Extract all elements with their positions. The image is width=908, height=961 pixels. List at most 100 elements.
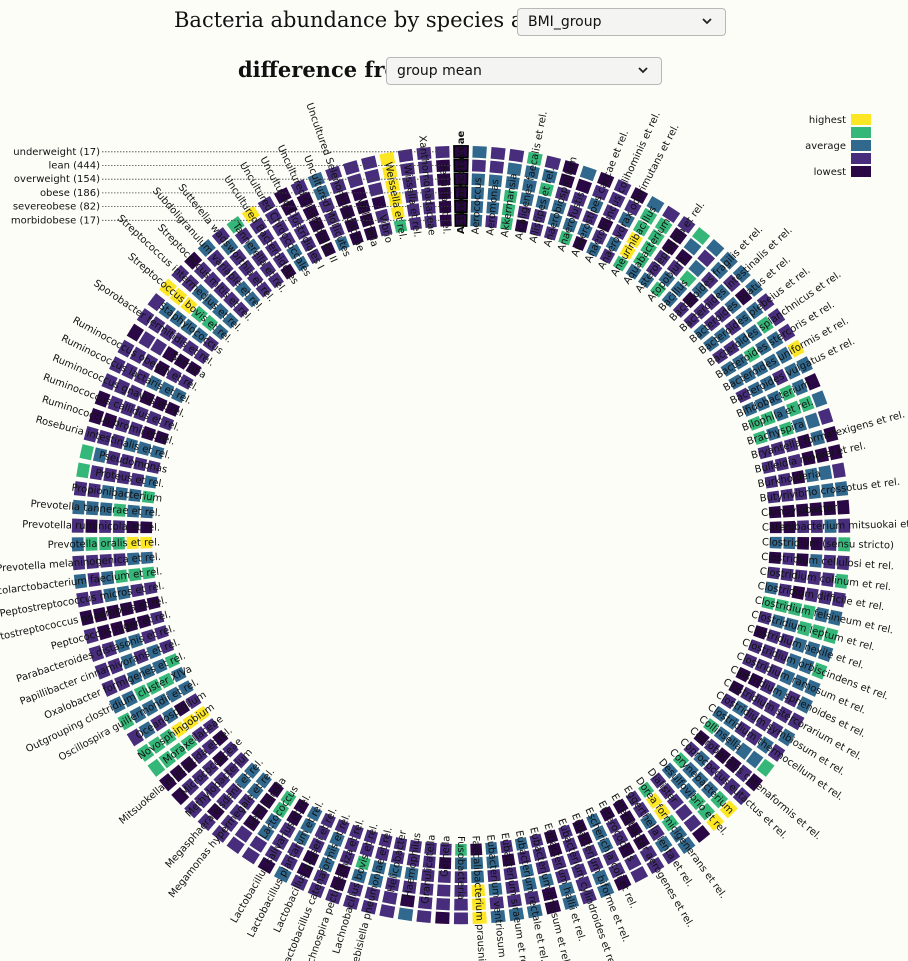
heatmap-cell[interactable]	[96, 429, 112, 446]
heatmap-cell[interactable]	[743, 345, 760, 363]
heatmap-cell[interactable]	[779, 384, 796, 402]
heatmap-cell[interactable]	[577, 223, 593, 239]
heatmap-cell[interactable]	[314, 229, 331, 245]
heatmap-cell[interactable]	[141, 699, 159, 717]
heatmap-cell[interactable]	[693, 302, 710, 320]
heatmap-cell[interactable]	[323, 844, 340, 860]
heatmap-cell[interactable]	[244, 762, 261, 779]
heatmap-cell[interactable]	[361, 155, 378, 171]
heatmap-cell[interactable]	[180, 318, 198, 336]
heatmap-cell[interactable]	[472, 145, 487, 159]
heatmap-cell[interactable]	[786, 653, 802, 670]
heatmap-cell[interactable]	[517, 205, 532, 220]
heatmap-cell[interactable]	[455, 843, 467, 856]
heatmap-cell[interactable]	[834, 481, 849, 497]
heatmap-cell[interactable]	[259, 792, 277, 810]
heatmap-cell[interactable]	[89, 589, 104, 605]
heatmap-cell[interactable]	[424, 841, 437, 855]
heatmap-cell[interactable]	[417, 896, 433, 910]
heatmap-cell[interactable]	[778, 728, 796, 747]
heatmap-cell[interactable]	[470, 214, 483, 227]
heatmap-cell[interactable]	[517, 850, 532, 865]
heatmap-cell[interactable]	[571, 191, 588, 207]
heatmap-cell[interactable]	[286, 810, 303, 827]
heatmap-cell[interactable]	[212, 750, 229, 768]
heatmap-cell[interactable]	[763, 699, 781, 717]
heatmap-cell[interactable]	[184, 800, 203, 819]
heatmap-cell[interactable]	[647, 824, 665, 842]
heatmap-cell[interactable]	[293, 223, 311, 241]
heatmap-cell[interactable]	[87, 482, 101, 498]
heatmap-cell[interactable]	[349, 824, 364, 840]
heatmap-cell[interactable]	[794, 569, 808, 584]
heatmap-cell[interactable]	[470, 856, 484, 870]
heatmap-cell[interactable]	[646, 195, 665, 214]
heatmap-cell[interactable]	[706, 812, 725, 831]
heatmap-cell[interactable]	[522, 877, 537, 892]
heatmap-cell[interactable]	[307, 881, 326, 899]
heatmap-cell[interactable]	[153, 360, 171, 377]
heatmap-cell[interactable]	[543, 829, 559, 844]
heatmap-cell[interactable]	[454, 213, 468, 227]
heatmap-cell[interactable]	[586, 241, 602, 258]
heatmap-cell[interactable]	[724, 734, 742, 752]
heatmap-cell[interactable]	[158, 381, 175, 398]
heatmap-cell[interactable]	[747, 672, 764, 689]
heatmap-cell[interactable]	[94, 390, 111, 408]
heatmap-cell[interactable]	[79, 444, 94, 461]
heatmap-cell[interactable]	[191, 327, 209, 344]
heatmap-cell[interactable]	[541, 886, 558, 902]
heatmap-cell[interactable]	[501, 853, 516, 867]
heatmap-cell[interactable]	[710, 261, 729, 280]
heatmap-cell[interactable]	[597, 216, 614, 233]
heatmap-cell[interactable]	[700, 781, 719, 799]
heatmap-cell[interactable]	[334, 863, 351, 879]
heatmap-cell[interactable]	[128, 633, 144, 649]
heatmap-cell[interactable]	[768, 551, 782, 565]
heatmap-cell[interactable]	[562, 160, 580, 176]
heatmap-cell[interactable]	[797, 537, 810, 550]
heatmap-cell[interactable]	[271, 833, 290, 851]
heatmap-cell[interactable]	[693, 323, 710, 341]
heatmap-cell[interactable]	[216, 792, 234, 811]
heatmap-cell[interactable]	[112, 537, 125, 550]
heatmap-cell[interactable]	[596, 881, 615, 899]
heatmap-cell[interactable]	[234, 280, 252, 298]
heatmap-cell[interactable]	[257, 195, 276, 214]
heatmap-cell[interactable]	[487, 187, 501, 201]
heatmap-cell[interactable]	[754, 658, 770, 675]
group-select[interactable]: BMI_group	[517, 8, 726, 36]
heatmap-cell[interactable]	[679, 782, 697, 800]
heatmap-cell[interactable]	[150, 338, 168, 356]
heatmap-cell[interactable]	[824, 519, 837, 533]
heatmap-cell[interactable]	[490, 910, 506, 924]
heatmap-cell[interactable]	[485, 215, 498, 229]
heatmap-cell[interactable]	[103, 467, 118, 483]
heatmap-cell[interactable]	[99, 537, 112, 551]
heatmap-cell[interactable]	[255, 281, 272, 298]
heatmap-cell[interactable]	[771, 684, 789, 702]
heatmap-cell[interactable]	[675, 248, 693, 267]
heatmap-cell[interactable]	[618, 211, 635, 229]
heatmap-cell[interactable]	[397, 907, 414, 922]
heatmap-cell[interactable]	[347, 173, 364, 189]
heatmap-cell[interactable]	[206, 249, 225, 268]
heatmap-cell[interactable]	[232, 752, 250, 769]
heatmap-cell[interactable]	[703, 314, 721, 332]
heatmap-cell[interactable]	[158, 301, 176, 320]
heatmap-cell[interactable]	[190, 747, 208, 765]
heatmap-cell[interactable]	[632, 252, 650, 269]
heatmap-cell[interactable]	[558, 881, 575, 897]
heatmap-cell[interactable]	[206, 802, 225, 821]
heatmap-cell[interactable]	[193, 348, 210, 365]
heatmap-cell[interactable]	[778, 633, 794, 649]
heatmap-cell[interactable]	[203, 781, 222, 799]
heatmap-cell[interactable]	[126, 668, 143, 686]
heatmap-cell[interactable]	[400, 893, 415, 908]
heatmap-cell[interactable]	[535, 860, 551, 875]
heatmap-cell[interactable]	[287, 211, 304, 229]
heatmap-cell[interactable]	[551, 199, 567, 215]
heatmap-cell[interactable]	[133, 684, 151, 702]
heatmap-cell[interactable]	[385, 178, 400, 193]
heatmap-cell[interactable]	[526, 904, 543, 919]
